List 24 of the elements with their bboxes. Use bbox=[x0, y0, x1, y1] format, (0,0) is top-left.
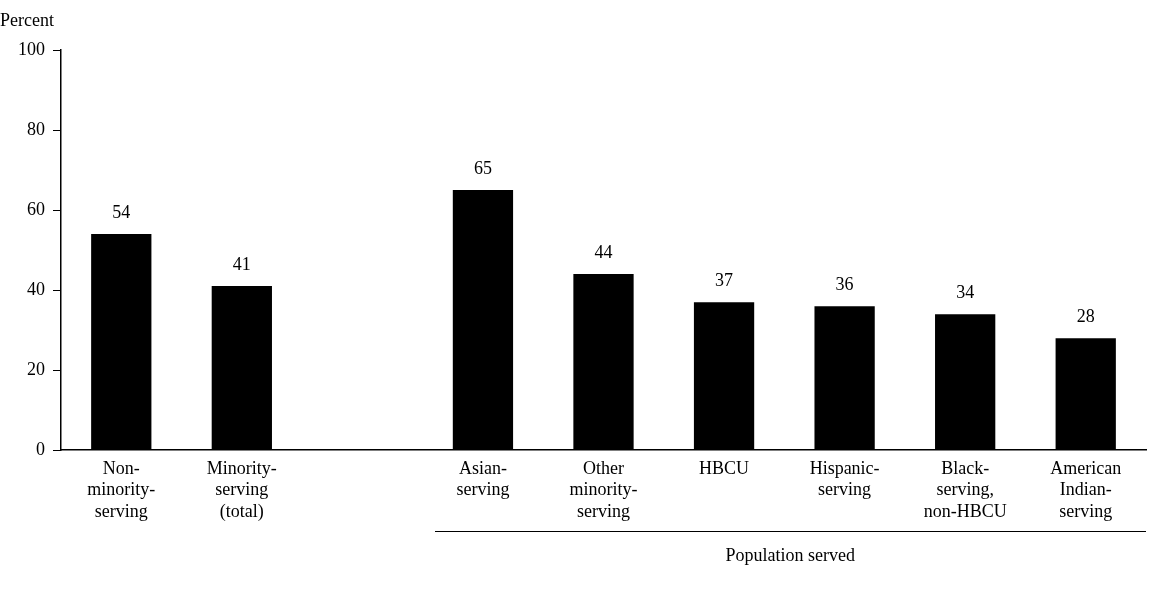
x-tick-label: Minority- serving (total) bbox=[206, 457, 277, 522]
x-tick-label: American Indian- serving bbox=[1050, 457, 1122, 521]
data-label: 54 bbox=[112, 201, 131, 222]
y-tick-label: 80 bbox=[27, 118, 45, 139]
y-tick-label: 60 bbox=[27, 198, 45, 219]
x-axis-title: Population served bbox=[724, 545, 857, 566]
x-tick-label: Other minority- serving bbox=[569, 457, 638, 521]
data-label: 65 bbox=[473, 157, 492, 178]
data-label: 36 bbox=[835, 273, 854, 294]
y-tick-label: 40 bbox=[27, 278, 45, 299]
data-label: 34 bbox=[956, 281, 975, 302]
x-tick-label: Asian- serving bbox=[456, 457, 510, 500]
x-tick-label: Hispanic- serving bbox=[809, 457, 880, 500]
y-tick-label: 100 bbox=[18, 38, 45, 59]
x-tick-label: HBCU bbox=[699, 457, 750, 478]
data-label: 41 bbox=[232, 253, 251, 274]
x-tick-label: Black- serving, non-HBCU bbox=[923, 457, 1007, 521]
data-label: 44 bbox=[594, 241, 613, 262]
y-tick-label: 20 bbox=[27, 358, 45, 379]
x-tick-label: Non- minority- serving bbox=[87, 457, 156, 521]
data-label: 37 bbox=[715, 269, 734, 290]
data-label: 28 bbox=[1076, 305, 1095, 326]
y-axis-title: Percent bbox=[0, 9, 54, 30]
y-tick-label: 0 bbox=[36, 438, 45, 459]
